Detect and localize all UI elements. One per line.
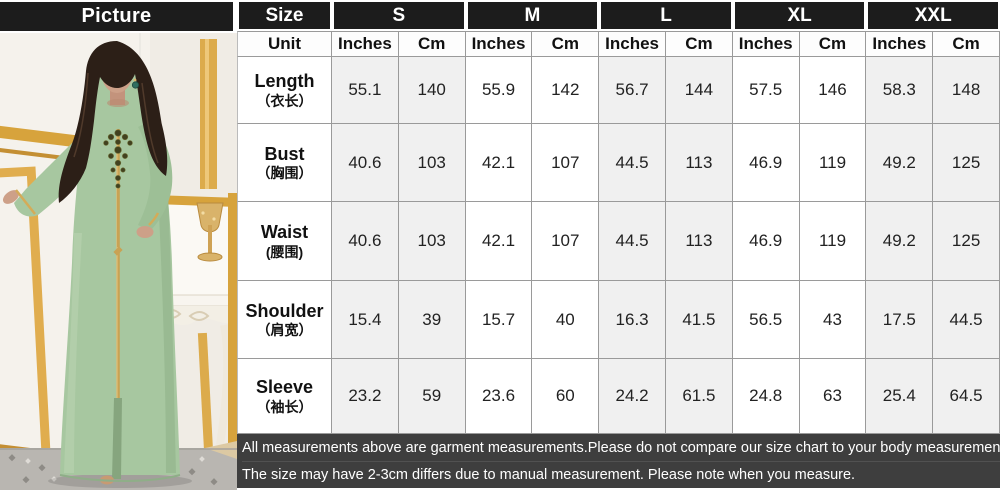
unit-cell: Cm xyxy=(398,31,466,57)
value-cell: 144 xyxy=(666,57,733,124)
value-cell: 55.1 xyxy=(332,57,399,124)
value-cell: 113 xyxy=(666,124,733,202)
value-cell: 57.5 xyxy=(732,57,800,124)
row-label-en: Shoulder xyxy=(245,300,324,321)
value-cell: 42.1 xyxy=(465,124,533,202)
value-cell: 24.2 xyxy=(599,359,666,434)
value-cell: 43 xyxy=(799,281,867,359)
value-cell: 44.5 xyxy=(599,202,666,281)
value-cell: 148 xyxy=(933,57,1000,124)
value-cell: 44.5 xyxy=(933,281,1000,359)
value-cell: 59 xyxy=(398,359,466,434)
row-label-cn: （袖长） xyxy=(256,398,313,415)
row-label-en: Waist xyxy=(260,222,309,242)
size-col-s: S xyxy=(332,0,466,31)
unit-cell: Cm xyxy=(933,31,1000,57)
value-cell: 56.5 xyxy=(732,281,800,359)
unit-header-cell: Unit xyxy=(237,31,332,57)
value-cell: 42.1 xyxy=(465,202,533,281)
unit-cell: Inches xyxy=(866,31,934,57)
gold-goblet xyxy=(196,202,224,262)
value-cell: 103 xyxy=(398,202,466,281)
note-line-1: All measurements above are garment measu… xyxy=(242,439,1000,456)
size-header-cell: Size xyxy=(237,0,332,31)
unit-cell: Inches xyxy=(332,31,399,57)
picture-column: Picture xyxy=(0,0,237,490)
unit-cell: Inches xyxy=(732,31,800,57)
value-cell: 44.5 xyxy=(599,124,666,202)
value-cell: 16.3 xyxy=(599,281,666,359)
size-col-xl: XL xyxy=(732,0,867,31)
value-cell: 49.2 xyxy=(866,202,934,281)
note-line-2: The size may have 2-3cm differs due to m… xyxy=(242,460,1000,488)
size-chart-table: Size S M L XL XXL Unit Inches Cm Inches … xyxy=(237,0,1000,490)
row-label-cn: （胸围） xyxy=(256,165,313,181)
row-label-waist: Waist (腰围) xyxy=(237,202,332,281)
row-label-bust: Bust （胸围） xyxy=(237,124,332,202)
unit-cell: Inches xyxy=(599,31,666,57)
value-cell: 119 xyxy=(799,124,867,202)
value-cell: 25.4 xyxy=(866,359,934,434)
row-label-cn: (腰围) xyxy=(265,243,304,260)
model xyxy=(2,41,181,485)
picture-header: Picture xyxy=(0,2,233,31)
value-cell: 17.5 xyxy=(866,281,934,359)
size-col-xxl: XXL xyxy=(866,0,1000,31)
row-label-sleeve: Sleeve （袖长） xyxy=(237,359,332,434)
value-cell: 142 xyxy=(532,57,600,124)
value-cell: 46.9 xyxy=(732,124,800,202)
row-label-en: Length xyxy=(254,71,315,91)
value-cell: 61.5 xyxy=(666,359,733,434)
size-col-l: L xyxy=(599,0,733,31)
value-cell: 49.2 xyxy=(866,124,934,202)
value-cell: 23.2 xyxy=(332,359,399,434)
row-label-length: Length （衣长） xyxy=(237,57,332,124)
value-cell: 146 xyxy=(799,57,867,124)
measurement-notes: All measurements above are garment measu… xyxy=(237,434,1000,490)
value-cell: 60 xyxy=(532,359,600,434)
value-cell: 55.9 xyxy=(465,57,533,124)
bead-ornament xyxy=(103,129,133,189)
value-cell: 40.6 xyxy=(332,124,399,202)
value-cell: 15.4 xyxy=(332,281,399,359)
value-cell: 24.8 xyxy=(732,359,800,434)
unit-cell: Inches xyxy=(465,31,533,57)
value-cell: 46.9 xyxy=(732,202,800,281)
row-label-cn: （肩宽） xyxy=(256,322,313,338)
value-cell: 63 xyxy=(799,359,867,434)
value-cell: 113 xyxy=(666,202,733,281)
value-cell: 56.7 xyxy=(599,57,666,124)
row-label-cn: （衣长） xyxy=(256,92,313,109)
value-cell: 15.7 xyxy=(465,281,533,359)
size-col-m: M xyxy=(465,0,600,31)
value-cell: 40 xyxy=(532,281,600,359)
value-cell: 107 xyxy=(532,202,600,281)
value-cell: 103 xyxy=(398,124,466,202)
value-cell: 39 xyxy=(398,281,466,359)
row-label-shoulder: Shoulder （肩宽） xyxy=(237,281,332,359)
value-cell: 23.6 xyxy=(465,359,533,434)
value-cell: 40.6 xyxy=(332,202,399,281)
value-cell: 41.5 xyxy=(666,281,733,359)
unit-cell: Cm xyxy=(532,31,600,57)
value-cell: 119 xyxy=(799,202,867,281)
row-label-en: Sleeve xyxy=(255,377,314,397)
value-cell: 58.3 xyxy=(866,57,934,124)
value-cell: 64.5 xyxy=(933,359,1000,434)
unit-cell: Cm xyxy=(666,31,733,57)
row-label-en: Bust xyxy=(264,143,305,164)
value-cell: 140 xyxy=(398,57,466,124)
unit-cell: Cm xyxy=(799,31,867,57)
value-cell: 107 xyxy=(532,124,600,202)
value-cell: 125 xyxy=(933,124,1000,202)
product-photo xyxy=(0,33,237,490)
gold-frame-right xyxy=(228,193,237,463)
model-photo-illustration xyxy=(0,33,237,490)
value-cell: 125 xyxy=(933,202,1000,281)
